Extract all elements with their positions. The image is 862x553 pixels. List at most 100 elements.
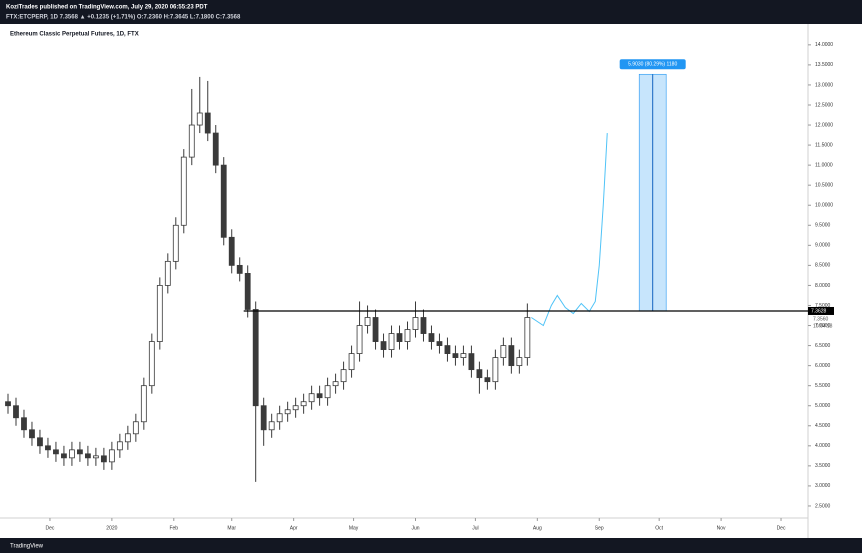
candle-body (468, 353, 475, 371)
y-tick-label: 2.5000 (815, 503, 831, 509)
countdown: 10:04:18 (813, 323, 833, 329)
y-tick-label: 3.0000 (815, 483, 831, 489)
candle-body (372, 317, 379, 342)
x-tick-label: Oct (655, 525, 663, 531)
candle-body (380, 341, 387, 350)
y-tick-label: 14.0000 (815, 42, 833, 48)
y-tick-label: 8.0000 (815, 283, 831, 289)
candle-body (53, 449, 59, 455)
x-tick-label: Feb (169, 525, 178, 531)
candle-body (220, 164, 227, 238)
candle-body (460, 353, 467, 359)
x-tick-label: Sep (595, 525, 604, 531)
candle-body (172, 224, 179, 262)
projection-line (531, 133, 608, 327)
header-bar (0, 0, 862, 24)
chart-area (0, 24, 862, 538)
y-tick-label: 11.5000 (815, 142, 833, 148)
x-tick-label: May (349, 525, 359, 531)
candle-body (61, 453, 67, 459)
candle-body (284, 409, 291, 415)
y-tick-label: 11.0000 (815, 162, 833, 168)
candle-body (228, 236, 235, 266)
y-tick-label: 10.5000 (815, 183, 833, 189)
x-tick-label: Jun (411, 525, 419, 531)
candle-body (132, 421, 139, 435)
candle-body (5, 401, 11, 407)
candle-body (396, 333, 403, 342)
y-tick-label: 10.0000 (815, 203, 833, 209)
y-tick-label: 7.0000 (815, 323, 831, 329)
price-tag: 7.3628 (811, 308, 827, 314)
candle-body (452, 353, 459, 359)
y-tick-label: 3.5000 (815, 463, 831, 469)
y-tick-label: 7.5000 (815, 303, 831, 309)
candle-body (492, 357, 499, 383)
x-tick-label: Aug (533, 525, 542, 531)
measure-label-bg (619, 59, 686, 70)
candle-body (324, 385, 331, 399)
y-tick-label: 13.5000 (815, 62, 833, 68)
candle-body (244, 272, 251, 310)
candle-body (92, 455, 99, 459)
candle-body (524, 317, 531, 359)
x-tick-label: Nov (717, 525, 726, 531)
candle-body (45, 445, 51, 451)
candle-body (500, 345, 507, 359)
candle-body (316, 393, 323, 399)
candle-body (276, 413, 283, 423)
price-tag-bg (808, 306, 834, 315)
candle-body (156, 285, 163, 342)
x-tick-label: Mar (227, 525, 236, 531)
candle-body (236, 264, 243, 274)
candle-body (84, 453, 91, 459)
candle-body (13, 405, 19, 419)
y-tick-label: 8.5000 (815, 263, 831, 269)
y-tick-label: 5.0000 (815, 403, 831, 409)
candle-body (444, 345, 451, 354)
candle-body (484, 377, 491, 383)
candle-body (388, 333, 395, 350)
candle-body (348, 353, 355, 371)
candle-body (428, 333, 435, 342)
symbol-line: FTX:ETCPERP, 1D 7.3568 ▲ +0.1235 (+1.71%… (6, 15, 241, 21)
candle-body (69, 449, 75, 459)
candle-body (260, 405, 267, 431)
y-tick-label: 6.0000 (815, 363, 831, 369)
candle-body (148, 341, 155, 387)
x-tick-label: Dec (45, 525, 54, 531)
candle-body (21, 417, 27, 431)
footer-bar (0, 538, 862, 553)
candle-body (420, 317, 427, 334)
candle-body (196, 112, 203, 126)
x-tick-label: Jul (472, 525, 478, 531)
x-tick-label: Apr (290, 525, 298, 531)
candle-body (140, 385, 147, 423)
candle-body (188, 124, 195, 158)
candle-body (300, 401, 307, 407)
y-tick-label: 5.5000 (815, 383, 831, 389)
candle-body (37, 437, 43, 447)
candle-body (180, 156, 187, 226)
y-tick-label: 9.0000 (815, 243, 831, 249)
y-tick-label: 4.5000 (815, 423, 831, 429)
candle-body (108, 449, 115, 463)
candle-body (412, 317, 419, 330)
y-tick-label: 12.5000 (815, 102, 833, 108)
measure-label: 5.9030 (80.29%) 1180 (628, 62, 677, 68)
candle-body (476, 369, 483, 379)
y-tick-label: 13.0000 (815, 82, 833, 88)
y-tick-label: 4.0000 (815, 443, 831, 449)
footer-brand: TradingView (10, 544, 44, 550)
candle-body (508, 345, 515, 367)
candle-body (364, 317, 371, 326)
x-tick-label: Dec (777, 525, 786, 531)
candle-body (252, 309, 259, 407)
publisher: KoziTrades published on TradingView.com,… (6, 5, 208, 11)
x-tick-label: 2020 (106, 525, 117, 531)
candle-body (124, 433, 131, 443)
candle-body (292, 405, 299, 411)
candle-body (100, 455, 107, 463)
candle-body (404, 329, 411, 342)
